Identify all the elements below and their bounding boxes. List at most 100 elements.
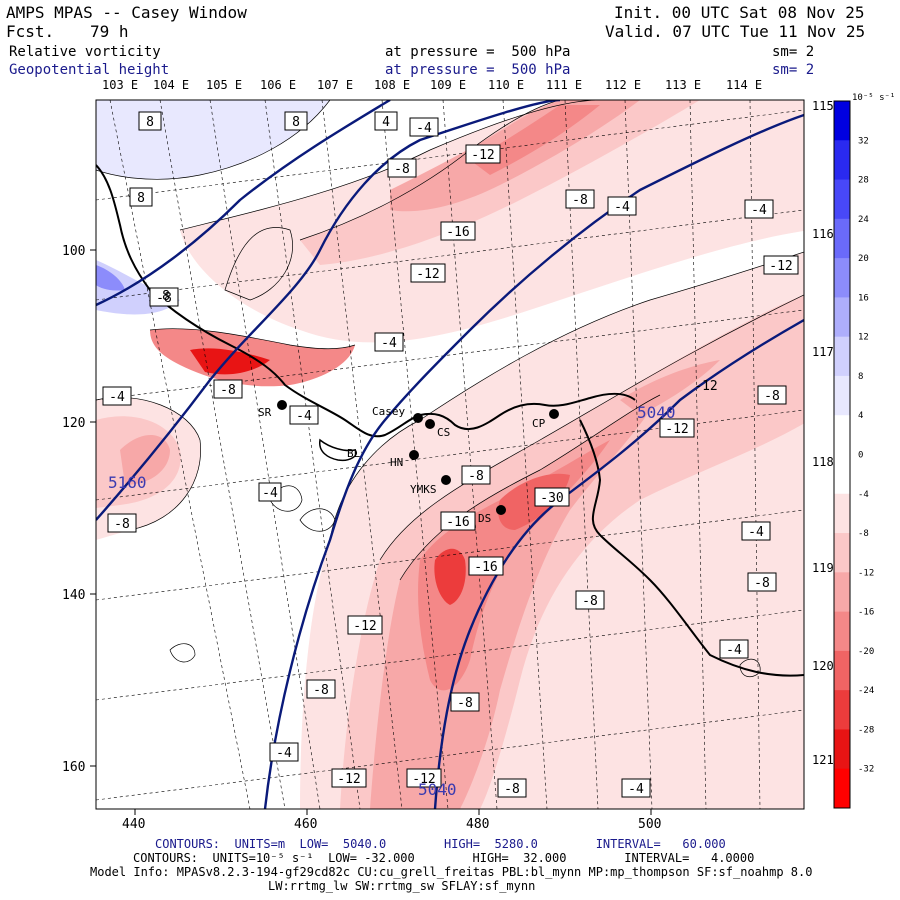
colorbar-tick-label: -24 <box>858 686 874 696</box>
svg-text:-4: -4 <box>381 336 397 351</box>
svg-text:-8: -8 <box>394 162 410 177</box>
vort-label: -8 <box>565 189 595 209</box>
vort-label: -8 <box>213 379 243 399</box>
vort-label: -4 <box>409 117 439 137</box>
station-cp: CP <box>532 409 559 430</box>
lon-label: 112 E <box>605 78 641 92</box>
colorbar-tick-label: 16 <box>858 293 869 303</box>
svg-text:-12: -12 <box>694 379 717 394</box>
colorbar-tick-label: 28 <box>858 176 869 186</box>
svg-text:-12: -12 <box>769 259 792 274</box>
field2-level: at pressure = 500 hPa <box>385 62 571 78</box>
svg-text:8: 8 <box>292 115 300 130</box>
colorbar-swatch <box>834 336 850 377</box>
svg-text:CP: CP <box>532 417 546 430</box>
vort-label: -8 <box>387 158 417 178</box>
vort-label: -4 <box>719 639 749 659</box>
svg-text:-30: -30 <box>540 491 563 506</box>
plot-frame <box>95 99 805 810</box>
colorbar-tick-label: 4 <box>858 411 863 421</box>
vort-label: -8 <box>575 590 605 610</box>
vort-label: -16 <box>440 511 476 531</box>
svg-text:-12: -12 <box>416 267 439 282</box>
vort-label: 8 <box>138 111 162 131</box>
field1-level: at pressure = 500 hPa <box>385 44 571 60</box>
vort-label: -8 <box>450 692 480 712</box>
svg-text:-4: -4 <box>296 409 312 424</box>
lon-label: 107 E <box>317 78 353 92</box>
colorbar-tick-label: -8 <box>858 529 869 539</box>
colorbar-swatch <box>834 454 850 495</box>
x-tick: 440 <box>122 817 145 832</box>
colorbar-swatch <box>834 572 850 613</box>
colorbar-swatch <box>834 493 850 534</box>
vort-label: -12 <box>659 418 695 438</box>
field2-smoothing: sm= 2 <box>772 62 815 78</box>
svg-text:-12: -12 <box>337 772 360 787</box>
colorbar-swatch <box>834 375 850 416</box>
svg-text:-12: -12 <box>471 148 494 163</box>
vort-label: -4 <box>374 332 404 352</box>
colorbar-tick-label: 0 <box>858 451 863 461</box>
vort-label: -30 <box>534 487 570 507</box>
vort-label: -12 <box>410 263 446 283</box>
colorbar-tick-label: 32 <box>858 136 869 146</box>
colorbar-swatch <box>834 179 850 220</box>
y-tick: 120 <box>62 416 85 431</box>
y-tick: 140 <box>62 588 85 603</box>
colorbar-swatch <box>834 611 850 652</box>
footer-vorticity-contours: CONTOURS: UNITS=10⁻⁵ s⁻¹ LOW= -32.000 HI… <box>133 851 755 865</box>
vort-label: -8 <box>461 465 491 485</box>
svg-text:-16: -16 <box>446 225 469 240</box>
svg-text:-8: -8 <box>764 389 780 404</box>
lon-label: 111 E <box>546 78 582 92</box>
footer-model-info-2: LW:rrtmg_lw SW:rrtmg_sw SFLAY:sf_mynn <box>268 879 536 893</box>
lon-label: 103 E <box>102 78 138 92</box>
svg-text:-12: -12 <box>412 772 435 787</box>
vort-label: -4 <box>269 742 299 762</box>
longitude-labels: 103 E 104 E 105 E 106 E 107 E 108 E 109 … <box>102 78 762 92</box>
colorbar-swatch <box>834 258 850 298</box>
station-ds: DS <box>478 505 506 525</box>
svg-text:DS: DS <box>478 512 491 525</box>
vort-label: -8 <box>149 287 179 307</box>
colorbar: 32 28 24 20 16 12 8 4 0 -4 -8 -12 -16 -20 -24 -28 -32 <box>833 100 874 809</box>
svg-text:-8: -8 <box>582 594 598 609</box>
colorbar-tick-label: -28 <box>858 725 874 735</box>
x-tick: 480 <box>466 817 489 832</box>
svg-text:8: 8 <box>162 289 170 304</box>
field2-name: Geopotential height <box>9 62 170 78</box>
svg-text:BL: BL <box>347 447 361 460</box>
lon-label: 110 E <box>488 78 524 92</box>
colorbar-swatch <box>834 297 850 338</box>
footer-model-info: Model Info: MPASv8.2.3-194-gf29cd82c CU:… <box>90 865 813 879</box>
forecast-hour: 79 h <box>90 22 129 41</box>
svg-text:SR: SR <box>258 406 272 419</box>
vort-label: -12 <box>465 144 501 164</box>
vort-label: -4 <box>744 199 774 219</box>
vort-label: 8 <box>129 187 153 207</box>
colorbar-swatch <box>834 140 850 181</box>
svg-text:-8: -8 <box>156 291 172 306</box>
vort-label-text: 8 <box>146 115 154 130</box>
colorbar-units: 10⁻⁵ s⁻¹ <box>852 93 895 103</box>
y-tick: 160 <box>62 760 85 775</box>
field1-name: Relative vorticity <box>9 44 161 60</box>
vorticity-field: 8 8 8 4 -4 -8 -12 -8 -4 -16 -12 -4 -8 -1… <box>96 100 804 809</box>
init-time: Init. 00 UTC Sat 08 Nov 25 <box>614 3 865 22</box>
colorbar-tick-label: 24 <box>858 215 869 225</box>
station-cs: CS <box>425 419 450 439</box>
svg-text:-4: -4 <box>726 643 742 658</box>
colorbar-swatch <box>834 650 850 691</box>
vort-label: -12 <box>406 768 442 788</box>
map-title: AMPS MPAS -- Casey Window <box>6 3 247 22</box>
svg-text:-4: -4 <box>109 390 125 405</box>
colorbar-tick-label: 12 <box>858 333 869 343</box>
forecast-label: Fcst. <box>6 22 55 41</box>
svg-text:-12: -12 <box>353 619 376 634</box>
x-tick: 500 <box>638 817 661 832</box>
x-tick: 460 <box>294 817 317 832</box>
svg-text:-8: -8 <box>572 193 588 208</box>
height-label: 5040 <box>637 403 676 422</box>
